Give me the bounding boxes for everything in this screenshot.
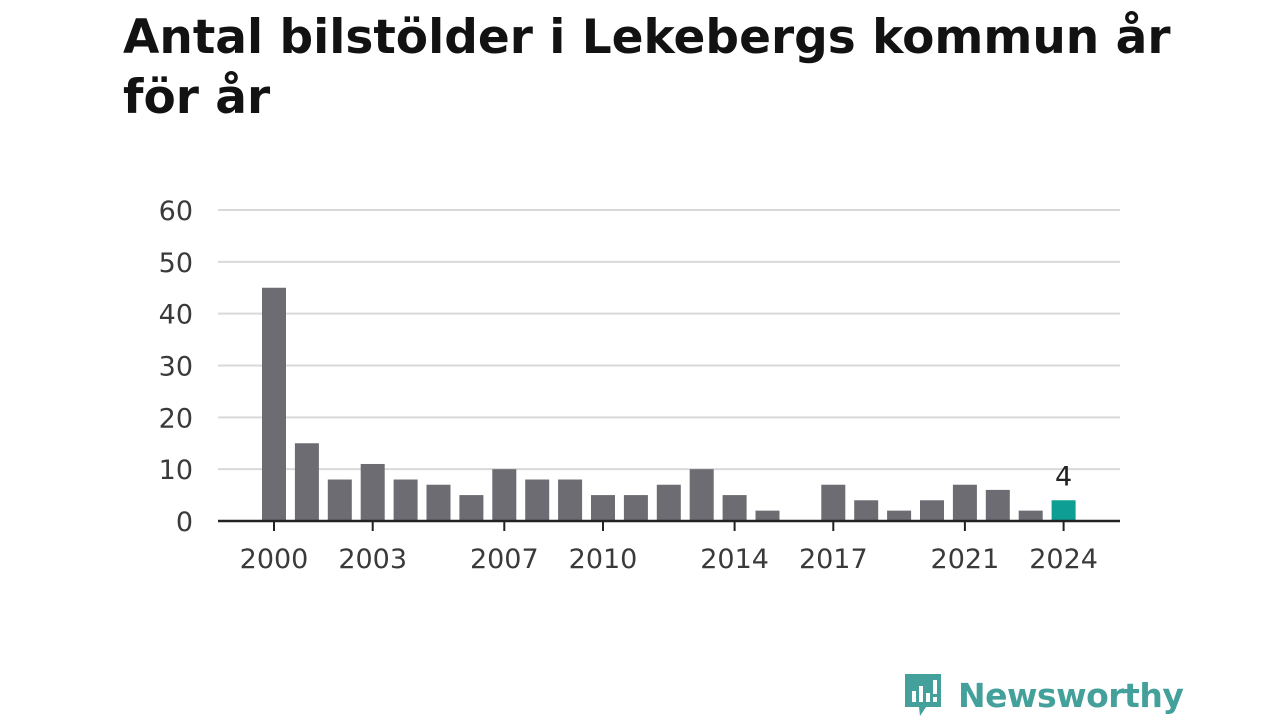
- bar-2000: [262, 287, 286, 521]
- newsworthy-brand: Newsworthy: [902, 670, 1184, 720]
- bars: [262, 287, 1076, 521]
- x-tick-label: 2017: [799, 544, 868, 575]
- chart-title: Antal bilstölder i Lekebergs kommun år f…: [123, 10, 1171, 125]
- x-tick-label: 2014: [700, 544, 769, 575]
- bar-2023: [1018, 510, 1043, 521]
- x-axis: [218, 519, 1120, 531]
- bar-2021: [952, 484, 977, 521]
- y-tick-label: 10: [159, 455, 193, 486]
- bar-2014: [722, 495, 747, 521]
- highlight-value-label: 4: [1055, 461, 1072, 492]
- bar-2010: [591, 495, 615, 521]
- bar-2001: [294, 443, 319, 521]
- y-tick-label: 40: [159, 300, 193, 331]
- y-tick-label: 60: [159, 196, 193, 227]
- bar-2006: [459, 495, 484, 521]
- x-tick-label: 2010: [569, 544, 638, 575]
- bar-2008: [525, 479, 550, 521]
- bar-2020: [920, 500, 944, 521]
- bar-2005: [426, 484, 451, 521]
- x-tick-label: 2024: [1029, 544, 1098, 575]
- x-tick-label: 2003: [338, 544, 407, 575]
- y-tick-label: 20: [159, 403, 193, 434]
- bar-2019: [887, 510, 912, 521]
- bar-2024: [1051, 500, 1076, 521]
- y-tick-label: 30: [159, 352, 193, 383]
- bar-2004: [393, 479, 418, 521]
- bar-2002: [327, 479, 352, 521]
- bar-2003: [360, 463, 385, 521]
- bar-2015: [755, 510, 780, 521]
- bar-2013: [689, 469, 714, 521]
- newsworthy-logo-icon: [905, 674, 941, 716]
- bar-2012: [656, 484, 681, 521]
- grid-lines: [218, 209, 1120, 471]
- x-axis-labels: 2000 2003 2007 2010 2014 2017 2021 2024: [240, 544, 1098, 575]
- bar-2009: [558, 479, 583, 521]
- y-tick-label: 0: [176, 507, 193, 538]
- annotations: 4: [1055, 461, 1072, 492]
- bar-2007: [492, 469, 517, 521]
- x-tick-label: 2007: [470, 544, 539, 575]
- x-tick-label: 2021: [931, 544, 1000, 575]
- bar-2018: [854, 500, 879, 521]
- y-tick-label: 50: [159, 248, 193, 279]
- bar-2017: [821, 484, 846, 521]
- x-tick-label: 2000: [240, 544, 309, 575]
- bar-2022: [985, 489, 1010, 521]
- brand-name: Newsworthy: [958, 675, 1184, 715]
- y-axis-labels: 0 10 20 30 40 50 60: [159, 196, 193, 538]
- bar-2011: [623, 495, 648, 521]
